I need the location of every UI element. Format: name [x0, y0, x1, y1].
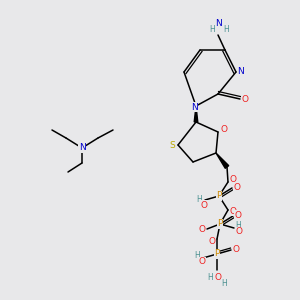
Text: O: O	[235, 211, 242, 220]
Text: P: P	[216, 191, 222, 200]
Text: O: O	[199, 257, 206, 266]
Text: O: O	[233, 182, 241, 191]
Text: O: O	[242, 94, 248, 103]
Text: H: H	[209, 26, 215, 34]
Text: S: S	[169, 142, 175, 151]
Text: H: H	[221, 278, 227, 287]
Text: O: O	[214, 272, 221, 281]
Text: O: O	[208, 236, 215, 245]
Text: O: O	[236, 227, 242, 236]
Text: H: H	[194, 250, 200, 260]
Text: H: H	[196, 194, 202, 203]
Text: N: N	[190, 103, 197, 112]
Text: N: N	[216, 20, 222, 28]
Polygon shape	[216, 153, 229, 168]
Text: P: P	[217, 220, 223, 229]
Polygon shape	[194, 106, 198, 122]
Text: H: H	[223, 26, 229, 34]
Text: O: O	[232, 244, 239, 253]
Text: N: N	[79, 143, 86, 152]
Text: H: H	[207, 272, 213, 281]
Text: N: N	[238, 68, 244, 76]
Text: O: O	[230, 176, 236, 184]
Text: P: P	[214, 250, 220, 259]
Text: O: O	[220, 125, 227, 134]
Text: H: H	[235, 220, 241, 230]
Text: O: O	[199, 226, 206, 235]
Text: O: O	[230, 206, 236, 215]
Text: O: O	[200, 200, 208, 209]
